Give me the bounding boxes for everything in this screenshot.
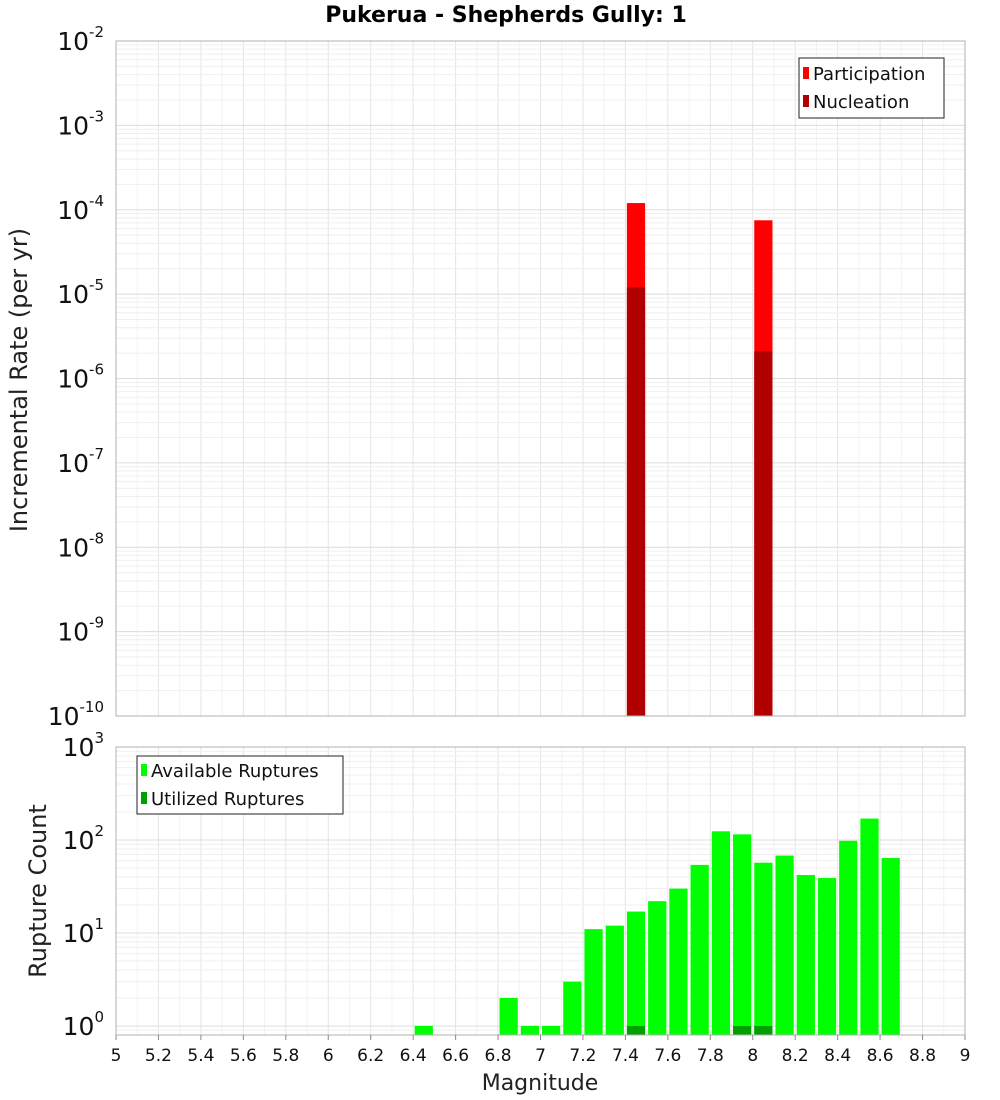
x-tick-label: 6 (323, 1046, 334, 1066)
top-y-axis-label: Incremental Rate (per yr) (5, 228, 33, 532)
bottom-bar-available-ruptures (520, 1025, 539, 1035)
bottom-legend: Available Ruptures Utilized Ruptures (136, 755, 344, 815)
bottom-bar-available-ruptures (648, 901, 667, 1035)
bottom-y-tick-label: 102 (63, 822, 104, 855)
bottom-bar-available-ruptures (563, 981, 582, 1035)
legend-swatch-available (141, 764, 147, 776)
legend-swatch-nucleation (803, 95, 809, 107)
legend-swatch-participation (803, 67, 809, 79)
top-y-tick-label: 10-3 (57, 107, 104, 140)
bottom-bar-available-ruptures (754, 862, 773, 1035)
top-y-tick-labels: 10-10 10-9 10-8 10-7 10-6 10-5 10-4 10-3 10-2 (48, 23, 104, 731)
legend-label-nucleation: Nucleation (813, 92, 909, 113)
x-tick-label: 8.8 (909, 1046, 936, 1066)
x-tick-label: 7.4 (612, 1046, 639, 1066)
bottom-bar-available-ruptures (711, 831, 731, 1035)
bottom-bar-utilized-ruptures (626, 1025, 646, 1035)
bottom-bar-available-ruptures (690, 864, 709, 1035)
x-axis-label: Magnitude (482, 1071, 599, 1096)
bottom-plot: 100 101 102 103 5 5.2 5.4 5.6 5.8 6 6.2 6.4 6.6 6.8 7… (24, 729, 970, 1096)
x-tick-label: 5 (111, 1046, 122, 1066)
bottom-bar-available-ruptures (733, 834, 752, 1035)
bottom-y-tick-label: 103 (63, 729, 104, 762)
x-tick-label: 5.6 (230, 1046, 257, 1066)
bottom-bar-available-ruptures (817, 878, 837, 1035)
bottom-bar-available-ruptures (605, 925, 624, 1035)
top-y-tick-label: 10-9 (57, 614, 104, 647)
top-y-tick-label: 10-5 (57, 276, 104, 309)
top-y-tick-label: 10-4 (57, 192, 104, 225)
x-tick-label: 8 (747, 1046, 758, 1066)
top-legend-box (798, 57, 945, 119)
bottom-bar-available-ruptures (414, 1025, 433, 1035)
x-tick-label: 5.2 (145, 1046, 172, 1066)
bottom-bar-available-ruptures (669, 888, 688, 1035)
x-tick-labels: 5 5.2 5.4 5.6 5.8 6 6.2 6.4 6.6 6.8 7 7.2 7.4 7.6 7.8 8… (111, 1035, 971, 1066)
bottom-bar-available-ruptures (881, 858, 900, 1035)
legend-label-participation: Participation (813, 64, 925, 85)
x-tick-label: 8.2 (782, 1046, 809, 1066)
x-tick-label: 5.8 (272, 1046, 299, 1066)
bottom-bar-available-ruptures (860, 818, 879, 1035)
legend-swatch-utilized (141, 792, 147, 804)
legend-label-available: Available Ruptures (151, 761, 319, 782)
bottom-y-tick-labels: 100 101 102 103 (63, 729, 104, 1041)
top-bar-nucleation (626, 287, 646, 716)
bottom-bar-available-ruptures (542, 1025, 561, 1035)
bottom-bar-available-ruptures (499, 997, 518, 1035)
legend-label-utilized: Utilized Ruptures (151, 789, 304, 810)
bottom-y-tick-label: 100 (63, 1008, 104, 1041)
chart-title: Pukerua - Shepherds Gully: 1 (325, 3, 687, 28)
bottom-bars (414, 818, 900, 1035)
x-tick-label: 8.4 (824, 1046, 851, 1066)
top-y-tick-label: 10-2 (57, 23, 104, 56)
top-grid (115, 40, 966, 717)
x-tick-label: 7 (535, 1046, 546, 1066)
bottom-bar-available-ruptures (796, 875, 815, 1035)
bottom-y-tick-label: 101 (63, 915, 104, 948)
x-tick-label: 6.2 (357, 1046, 384, 1066)
bottom-legend-box (136, 755, 344, 815)
x-tick-label: 7.8 (697, 1046, 724, 1066)
x-tick-label: 5.4 (187, 1046, 214, 1066)
x-tick-label: 6.8 (485, 1046, 512, 1066)
top-y-tick-label: 10-8 (57, 529, 104, 562)
x-tick-label: 6.6 (442, 1046, 469, 1066)
x-tick-label: 7.6 (654, 1046, 681, 1066)
bottom-bar-utilized-ruptures (733, 1025, 752, 1035)
bottom-bar-utilized-ruptures (754, 1025, 773, 1035)
top-y-tick-label: 10-10 (48, 698, 104, 731)
bottom-bar-available-ruptures (775, 855, 794, 1035)
top-legend: Participation Nucleation (798, 57, 945, 119)
top-y-tick-label: 10-6 (57, 361, 104, 394)
bottom-bar-available-ruptures (839, 840, 858, 1035)
x-tick-label: 6.4 (400, 1046, 427, 1066)
top-y-tick-label: 10-7 (57, 445, 104, 478)
top-plot-border (115, 40, 966, 717)
bottom-bar-available-ruptures (626, 911, 646, 1035)
top-bar-nucleation (754, 351, 773, 716)
x-tick-label: 7.2 (569, 1046, 596, 1066)
x-tick-label: 9 (960, 1046, 971, 1066)
bottom-bar-available-ruptures (584, 929, 603, 1035)
top-bars (626, 203, 773, 717)
bottom-y-axis-label: Rupture Count (24, 804, 52, 978)
x-tick-label: 8.6 (867, 1046, 894, 1066)
top-plot: 10-10 10-9 10-8 10-7 10-6 10-5 10-4 10-3 10-2 In… (5, 23, 966, 731)
